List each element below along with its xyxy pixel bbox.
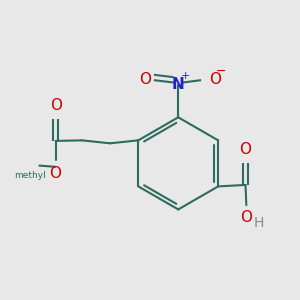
Text: methyl: methyl: [14, 171, 45, 180]
Text: H: H: [254, 216, 264, 230]
Text: O: O: [139, 72, 151, 87]
Text: +: +: [181, 71, 190, 81]
Text: N: N: [172, 77, 184, 92]
Text: O: O: [50, 98, 62, 113]
Text: O: O: [240, 211, 252, 226]
Text: −: −: [216, 64, 226, 77]
Text: O: O: [209, 72, 221, 87]
Text: O: O: [239, 142, 251, 157]
Text: O: O: [50, 166, 61, 181]
